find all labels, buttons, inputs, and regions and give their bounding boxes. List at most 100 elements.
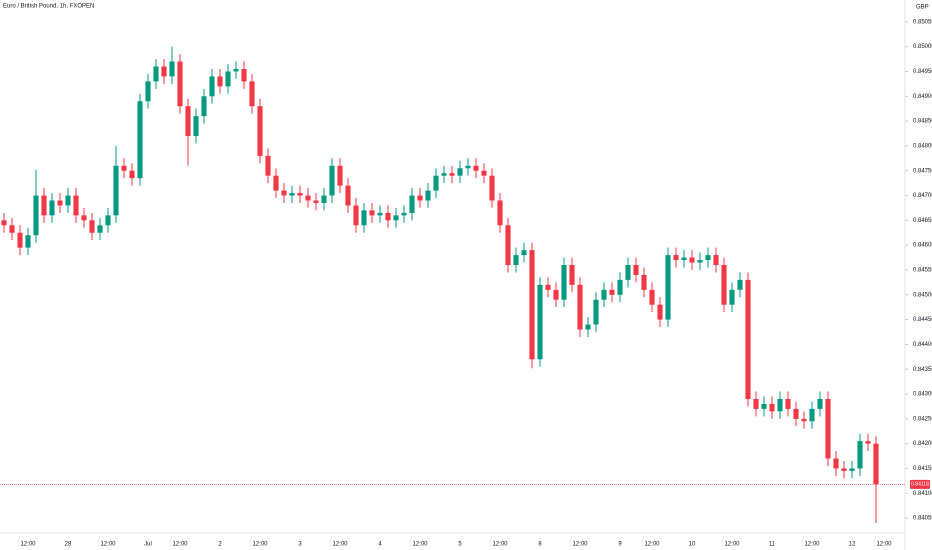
candle-body bbox=[561, 265, 567, 300]
candle-body bbox=[465, 165, 471, 169]
candle-body bbox=[449, 173, 455, 176]
candle-body bbox=[737, 279, 743, 290]
candle-body bbox=[25, 235, 31, 248]
candle-body bbox=[417, 195, 423, 201]
candle-body bbox=[233, 68, 239, 72]
candle-body bbox=[17, 232, 23, 248]
candle-body bbox=[257, 106, 263, 156]
x-tick-label: 5 bbox=[458, 542, 462, 548]
candle-body bbox=[137, 101, 143, 179]
y-axis-label: GBP bbox=[916, 5, 929, 11]
candle-body bbox=[713, 255, 719, 265]
candle-body bbox=[857, 441, 863, 469]
candle-body bbox=[337, 165, 343, 186]
candle-body bbox=[145, 81, 151, 102]
candle-body bbox=[689, 257, 695, 263]
candle-body bbox=[865, 441, 871, 444]
candle-body bbox=[489, 175, 495, 201]
candle-body bbox=[577, 284, 583, 330]
x-tick-label: 12:00 bbox=[644, 542, 660, 548]
candle-body bbox=[281, 190, 287, 196]
x-tick-label: 11 bbox=[769, 542, 776, 548]
candle-body bbox=[825, 398, 831, 459]
x-tick-label: 12:00 bbox=[876, 542, 892, 548]
candle-body bbox=[505, 225, 511, 265]
x-tick-label: 12 bbox=[849, 542, 856, 548]
candle-body bbox=[841, 468, 847, 471]
candle-body bbox=[9, 225, 15, 233]
candle-body bbox=[89, 220, 95, 233]
candle-body bbox=[753, 398, 759, 409]
candle-body bbox=[329, 165, 335, 196]
candle-body bbox=[425, 190, 431, 201]
candle-body bbox=[217, 76, 223, 87]
candle-body bbox=[81, 215, 87, 221]
x-tick-label: 4 bbox=[378, 542, 382, 548]
x-tick-label: 12:00 bbox=[20, 542, 36, 548]
candle-body bbox=[633, 265, 639, 275]
candle-body bbox=[129, 170, 135, 179]
x-tick-label: 2 bbox=[218, 542, 222, 548]
candle-body bbox=[289, 193, 295, 196]
candle-body bbox=[793, 408, 799, 419]
x-tick-label: 10 bbox=[689, 542, 696, 548]
candle-body bbox=[177, 61, 183, 107]
candle-body bbox=[273, 175, 279, 191]
x-tick-label: 3 bbox=[298, 542, 302, 548]
candle-body bbox=[441, 173, 447, 176]
last-price-label: 0.84118 bbox=[911, 482, 929, 488]
candle-body bbox=[785, 398, 791, 409]
candle-body bbox=[777, 398, 783, 412]
candle-body bbox=[833, 458, 839, 469]
candle-body bbox=[305, 195, 311, 201]
candle-body bbox=[201, 96, 207, 117]
candle-body bbox=[105, 215, 111, 226]
candle-body bbox=[65, 195, 71, 206]
candle-body bbox=[729, 289, 735, 305]
candle-body bbox=[265, 155, 271, 176]
candle-body bbox=[521, 250, 527, 256]
x-tick-label: 12:00 bbox=[332, 542, 348, 548]
candle-body bbox=[385, 212, 391, 221]
x-tick-label: 12:00 bbox=[100, 542, 116, 548]
x-tick-label: 12:00 bbox=[252, 542, 268, 548]
candle-body bbox=[529, 250, 535, 360]
candle-body bbox=[121, 165, 127, 171]
candle-body bbox=[681, 257, 687, 261]
candle-body bbox=[609, 289, 615, 295]
candle-body bbox=[313, 200, 319, 203]
candle-body bbox=[241, 68, 247, 82]
candle-body bbox=[617, 279, 623, 295]
candle-body bbox=[657, 304, 663, 320]
candle-body bbox=[369, 210, 375, 216]
candle-body bbox=[625, 265, 631, 280]
candle-body bbox=[41, 195, 47, 216]
x-tick-label: 12:00 bbox=[724, 542, 740, 548]
candle-body bbox=[545, 284, 551, 290]
x-tick-label: 28 bbox=[65, 542, 72, 548]
candle-body bbox=[817, 398, 823, 409]
candle-body bbox=[297, 193, 303, 196]
candle-body bbox=[97, 225, 103, 233]
y-tick-label: 0.84050 bbox=[913, 516, 932, 522]
x-tick-label: 12:00 bbox=[492, 542, 508, 548]
candle-body bbox=[1, 220, 7, 226]
candle-body bbox=[497, 200, 503, 226]
candle-body bbox=[169, 61, 175, 77]
x-tick-label: 12:00 bbox=[412, 542, 428, 548]
candle-body bbox=[33, 195, 39, 236]
x-tick-label: 12:00 bbox=[172, 542, 188, 548]
